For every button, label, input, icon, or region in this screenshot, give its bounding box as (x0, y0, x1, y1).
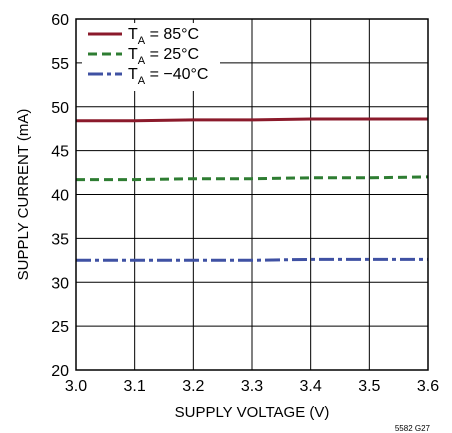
grid (75, 18, 429, 371)
tick-labels: 3.0 3.1 3.2 3.3 3.4 3.5 3.6 20 25 30 35 40 45 50 55 60 (51, 12, 439, 395)
x-tick-label: 3.5 (358, 378, 380, 395)
legend: TA = 85°CTA = 25°CTA = −40°C (82, 23, 220, 91)
y-tick-label: 20 (51, 363, 69, 380)
x-axis-title: SUPPLY VOLTAGE (V) (175, 404, 330, 421)
y-tick-label: 45 (51, 144, 69, 161)
x-tick-label: 3.2 (182, 378, 204, 395)
legend-entry: TA = 25°C (128, 46, 199, 67)
y-tick-label: 30 (51, 275, 69, 292)
x-tick-label: 3.4 (300, 378, 322, 395)
y-tick-label: 60 (51, 12, 69, 29)
series-line (76, 257, 428, 262)
series-lines (76, 117, 429, 262)
x-tick-label: 3.3 (241, 378, 263, 395)
y-tick-label: 25 (51, 319, 69, 336)
x-tick-label: 3.1 (124, 378, 146, 395)
y-tick-label: 50 (51, 100, 69, 117)
x-tick-label: 3.0 (65, 378, 87, 395)
y-axis-title: SUPPLY CURRENT (mA) (15, 109, 32, 281)
plot-frame (75, 18, 429, 371)
y-tick-label: 55 (51, 56, 69, 73)
figure-id: 5582 G27 (395, 424, 431, 433)
series-line (76, 175, 429, 182)
x-tick-label: 3.6 (417, 378, 439, 395)
y-tick-label: 35 (51, 231, 69, 248)
series-line (76, 117, 428, 123)
legend-entry: TA = 85°C (128, 26, 199, 47)
legend-entry: TA = −40°C (128, 66, 208, 87)
y-tick-label: 40 (51, 188, 69, 205)
